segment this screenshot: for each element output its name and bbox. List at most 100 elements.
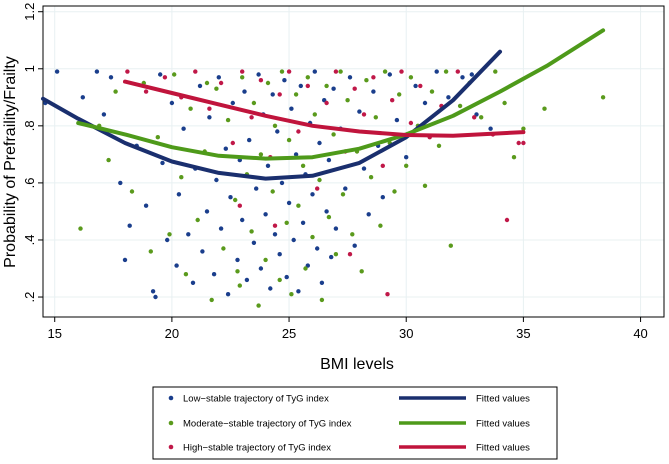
point-moderate (148, 249, 153, 254)
point-low (108, 75, 114, 80)
point-low (331, 86, 336, 91)
point-low (265, 163, 271, 168)
point-low (286, 200, 292, 206)
point-high (296, 129, 301, 134)
point-low (197, 83, 203, 89)
point-high (277, 92, 282, 97)
point-moderate (270, 189, 275, 194)
point-low (254, 186, 259, 191)
point-moderate (364, 78, 369, 83)
legend-box (152, 386, 558, 460)
point-low (413, 83, 418, 89)
x-tick-label: 20 (165, 326, 179, 341)
fitted-line-moderate (76, 28, 606, 161)
point-high (258, 78, 264, 83)
point-moderate (188, 106, 193, 111)
point-moderate (251, 100, 257, 106)
point-moderate (303, 266, 308, 271)
point-moderate (225, 117, 231, 123)
point-low (94, 69, 100, 74)
x-axis-title: BMI levels (320, 356, 394, 373)
y-tick-label: .8 (22, 120, 37, 131)
point-low (181, 126, 186, 131)
point-moderate (312, 112, 317, 117)
point-moderate (265, 80, 271, 86)
legend-label-high-fit: Fitted values (476, 443, 530, 454)
fitted-lines (41, 28, 606, 181)
y-axis-title: Probability of Prefraility/Frailty (2, 56, 19, 268)
point-moderate (359, 269, 364, 274)
point-high (240, 69, 245, 74)
point-low (190, 280, 196, 285)
point-moderate (317, 177, 322, 183)
point-high (371, 75, 376, 80)
point-moderate (457, 103, 463, 109)
point-high (286, 69, 292, 74)
point-moderate (167, 232, 172, 237)
point-high (408, 120, 414, 126)
x-tick-label: 40 (633, 326, 647, 341)
point-low (380, 195, 385, 200)
point-moderate (521, 126, 526, 131)
point-moderate (340, 192, 346, 197)
point-low (150, 289, 156, 294)
point-moderate (289, 292, 294, 297)
point-high (455, 69, 460, 74)
point-low (207, 115, 212, 120)
point-high (390, 98, 395, 103)
point-low (312, 69, 317, 74)
point-moderate (214, 86, 219, 91)
y-tick-label: .6 (22, 177, 37, 188)
point-low (214, 177, 219, 183)
legend-label-low: Low−stable trajectory of TyG index (183, 394, 329, 405)
y-axis: .2 .4 .6 .8 1 1.2 (22, 3, 43, 302)
point-high (521, 140, 526, 146)
point-high (162, 75, 168, 80)
point-high (193, 69, 198, 74)
point-low (319, 280, 325, 285)
point-moderate (368, 175, 374, 180)
legend-label-low-fit: Fitted values (476, 394, 530, 405)
legend-marker-low (168, 395, 174, 401)
point-low (143, 203, 149, 208)
point-high (380, 163, 385, 168)
point-moderate (237, 283, 242, 288)
point-moderate (404, 163, 409, 168)
point-moderate (113, 89, 118, 94)
point-moderate (392, 189, 397, 194)
scatter-points (43, 69, 606, 308)
point-moderate (221, 246, 226, 251)
point-moderate (493, 69, 498, 74)
point-moderate (263, 257, 268, 263)
point-low (242, 89, 247, 94)
point-low (165, 237, 170, 243)
point-low (387, 72, 392, 77)
point-high (418, 83, 423, 89)
point-high (272, 223, 278, 228)
point-moderate (279, 69, 285, 74)
point-moderate (258, 152, 264, 157)
point-low (296, 289, 301, 294)
point-high (218, 80, 224, 86)
point-low (272, 232, 278, 237)
point-moderate (249, 229, 254, 234)
point-low (270, 92, 275, 97)
point-low (230, 100, 235, 106)
point-low (127, 223, 132, 228)
point-low (422, 100, 428, 106)
point-low (122, 257, 128, 263)
point-high (472, 115, 477, 120)
point-low (80, 95, 86, 100)
legend-label-high: High−stable trajectory of TyG index (183, 443, 331, 454)
point-moderate (272, 123, 278, 128)
point-high (237, 203, 242, 208)
point-moderate (305, 75, 310, 80)
legend-marker-high (168, 444, 174, 450)
point-moderate (195, 217, 200, 223)
point-low (118, 180, 123, 186)
point-low (284, 274, 289, 280)
x-tick-label: 30 (399, 326, 413, 341)
point-moderate (277, 277, 282, 283)
legend-marker-moderate (168, 420, 174, 426)
point-low (174, 263, 179, 268)
